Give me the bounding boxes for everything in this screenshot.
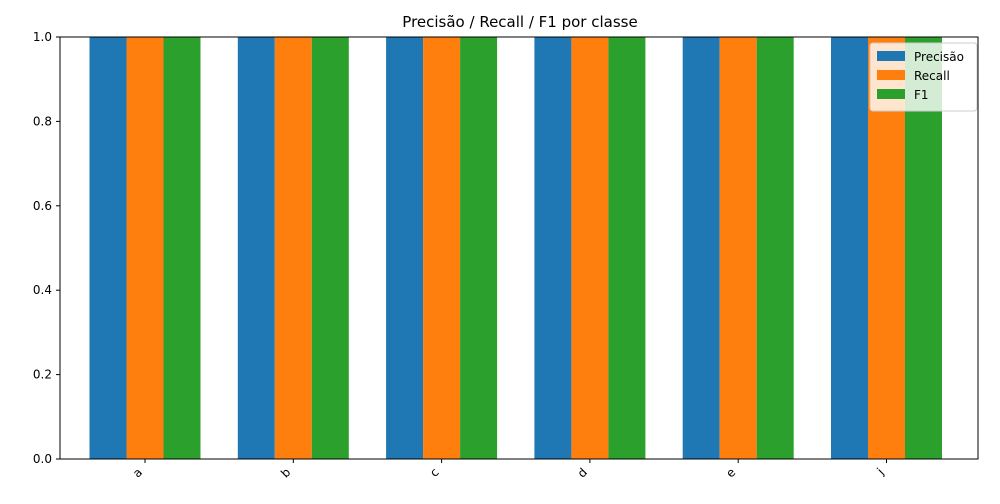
bar-precis-o-b bbox=[237, 37, 275, 459]
legend-swatch-f1 bbox=[877, 89, 905, 99]
bar-recall-c bbox=[423, 37, 461, 459]
bar-f1-d bbox=[608, 37, 646, 459]
y-tick-label: 1.0 bbox=[33, 30, 52, 44]
legend-label-recall: Recall bbox=[914, 69, 950, 83]
bar-precis-o-a bbox=[89, 37, 127, 459]
bar-precis-o-c bbox=[386, 37, 424, 459]
y-tick-label: 0.2 bbox=[33, 368, 52, 382]
x-tick-label-c: c bbox=[427, 465, 442, 480]
x-tick-label-a: a bbox=[130, 465, 145, 480]
legend-label-precis-o: Precisão bbox=[914, 50, 964, 64]
bar-recall-a bbox=[126, 37, 164, 459]
y-tick-label: 0.6 bbox=[33, 199, 52, 213]
bar-f1-a bbox=[163, 37, 201, 459]
chart-title: Precisão / Recall / F1 por classe bbox=[402, 13, 637, 31]
bar-recall-d bbox=[571, 37, 609, 459]
bar-recall-b bbox=[274, 37, 312, 459]
bar-precis-o-j bbox=[831, 37, 868, 459]
y-tick-label: 0.8 bbox=[33, 114, 52, 128]
x-tick-label-d: d bbox=[575, 465, 590, 480]
bar-precis-o-d bbox=[534, 37, 572, 459]
bars-layer bbox=[89, 37, 942, 459]
x-tick-label-e: e bbox=[723, 465, 738, 480]
x-tick-label-b: b bbox=[278, 465, 293, 480]
legend: Precisão Recall F1 bbox=[869, 42, 978, 112]
y-tick-label: 0.4 bbox=[33, 283, 52, 297]
bar-f1-e bbox=[756, 37, 794, 459]
bar-recall-e bbox=[719, 37, 757, 459]
bar-f1-c bbox=[460, 37, 498, 459]
plot-frame bbox=[59, 36, 979, 460]
bar-f1-b bbox=[311, 37, 349, 459]
x-tick-label-j: j bbox=[874, 465, 887, 478]
legend-swatch-recall bbox=[877, 70, 905, 80]
legend-label-f1: F1 bbox=[914, 88, 929, 102]
legend-swatch-precis-o bbox=[877, 51, 905, 61]
bar-precis-o-e bbox=[682, 37, 720, 459]
y-tick-label: 0.0 bbox=[33, 452, 52, 466]
